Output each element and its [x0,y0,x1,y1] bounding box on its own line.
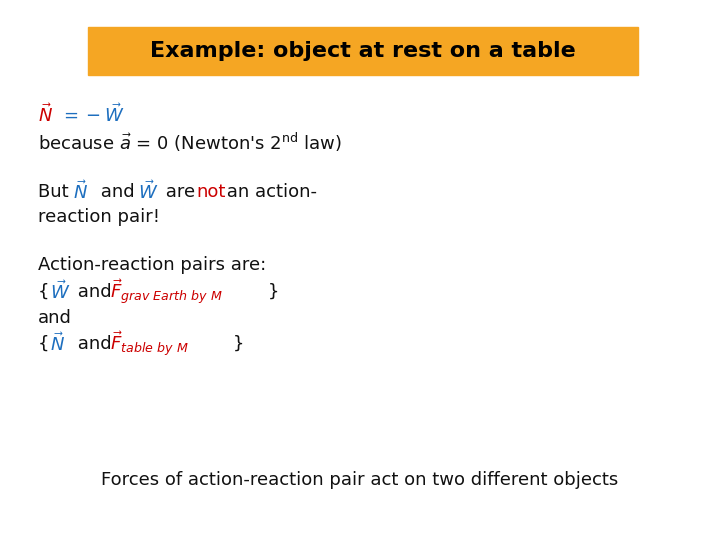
Text: and: and [72,283,117,301]
Text: reaction pair!: reaction pair! [38,208,160,226]
Text: an action-: an action- [221,183,317,201]
Text: }: } [233,335,244,353]
Text: not: not [196,183,225,201]
Text: $\vec{N}$: $\vec{N}$ [73,180,88,204]
Text: $\vec{F}_{table\ by\ M}$: $\vec{F}_{table\ by\ M}$ [110,329,189,359]
Text: Example: object at rest on a table: Example: object at rest on a table [150,41,576,61]
Text: $\vec{F}_{grav\ Earth\ by\ M}$: $\vec{F}_{grav\ Earth\ by\ M}$ [110,278,223,307]
Text: {: { [38,283,50,301]
Text: and: and [38,309,72,327]
Text: and: and [95,183,140,201]
Text: Forces of action-reaction pair act on two different objects: Forces of action-reaction pair act on tw… [102,471,618,489]
Text: are: are [160,183,201,201]
Text: Action-reaction pairs are:: Action-reaction pairs are: [38,256,266,274]
Text: {: { [38,335,50,353]
Text: $\vec{W}$: $\vec{W}$ [138,180,158,204]
Text: $= -\vec{W}$: $= -\vec{W}$ [60,104,125,126]
FancyBboxPatch shape [88,27,638,75]
Text: }: } [268,283,279,301]
Text: But: But [38,183,74,201]
Text: and: and [72,335,117,353]
Text: because $\vec{a}$ = 0 (Newton's 2$^{\rm nd}$ law): because $\vec{a}$ = 0 (Newton's 2$^{\rm … [38,130,341,153]
Text: $\vec{N}$: $\vec{N}$ [50,333,65,355]
Text: $\vec{N}$: $\vec{N}$ [38,104,53,126]
Text: $\vec{W}$: $\vec{W}$ [50,281,71,303]
